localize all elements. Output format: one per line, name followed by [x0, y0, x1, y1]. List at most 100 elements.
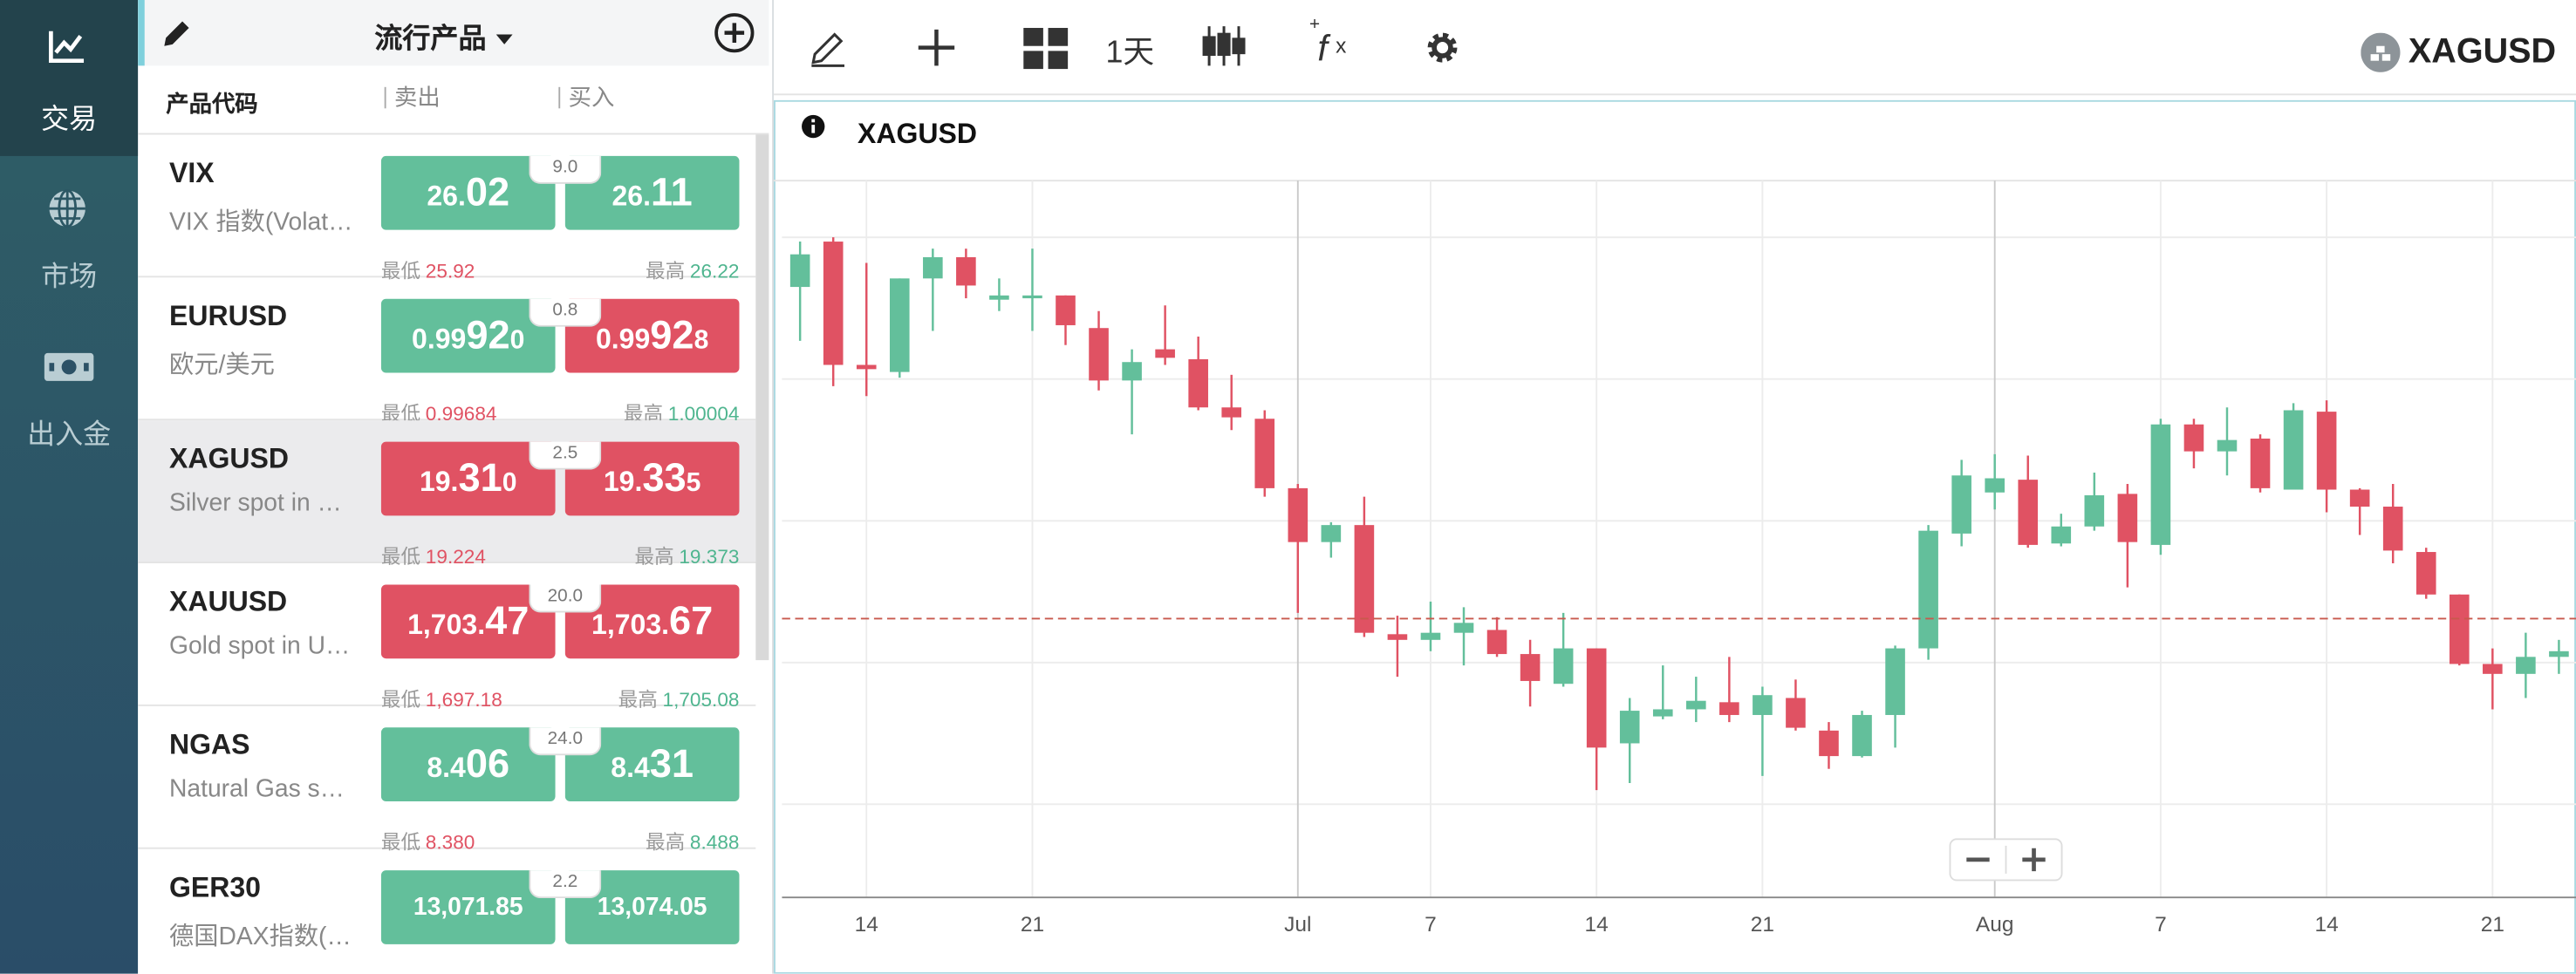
watchlist-title[interactable]: 流行产品: [374, 15, 514, 56]
candle-body: [1321, 525, 1342, 542]
plot: 14 21 Jul 7 14 21 Aug 7 14 21: [782, 180, 2576, 937]
low: 最低 1,697.18: [381, 685, 502, 712]
watchlist-row[interactable]: GER30 德国DAX指数(… 13,071.85 13,074.05 2.2 最低13,…: [138, 849, 755, 974]
watchlist-row[interactable]: VIX VIX 指数(Volat… 26.02 26.11 9.0 最低 25.92 最高 26…: [138, 134, 756, 283]
high: 最高 1,705.08: [618, 685, 740, 712]
x-tick-label: 14: [2315, 913, 2339, 937]
low-value: 1,697.18: [425, 688, 502, 712]
sell-button[interactable]: 26.02: [380, 155, 556, 230]
zoom-in[interactable]: [2022, 848, 2046, 872]
candle-body: [2217, 439, 2238, 452]
spread: 2.2: [529, 870, 602, 899]
candle-body: [2549, 650, 2569, 657]
layout-tool[interactable]: [1022, 26, 1070, 72]
price-part: 85: [495, 893, 523, 922]
candle-body: [2250, 438, 2271, 488]
sell-button[interactable]: 13,071.85: [380, 870, 556, 944]
price-part: 67: [669, 599, 714, 644]
candle-body: [1520, 654, 1541, 681]
nav-item[interactable]: 交易: [0, 0, 139, 156]
x-tick-label: 7: [2155, 913, 2167, 937]
side-nav: 交易 市场 出入金: [0, 0, 139, 974]
edit-icon[interactable]: [158, 15, 197, 54]
nav-item[interactable]: 市场: [0, 158, 138, 314]
watchlist-row[interactable]: XAGUSD Silver spot in … 19.310 19.335 2.5 最低 1…: [138, 420, 756, 569]
spread: 0.8: [529, 298, 602, 327]
interval[interactable]: 1天: [1105, 36, 1155, 71]
add-icon[interactable]: [713, 11, 755, 54]
high: 最高 8.488: [646, 828, 739, 855]
column-header: 产品代码 卖出 买入: [138, 67, 769, 135]
description: Natural Gas s…: [168, 774, 345, 803]
settings-tool[interactable]: [1423, 28, 1462, 67]
candle-body: [923, 256, 943, 279]
sell-button[interactable]: 19.310: [380, 441, 556, 516]
candle-body: [1553, 648, 1574, 685]
watchlist-row[interactable]: XAUUSD Gold spot in U… 1,703.47 1,703.67 20.…: [138, 563, 756, 711]
sell-button[interactable]: 0.99920: [380, 298, 556, 373]
sell-button[interactable]: 1,703.47: [380, 584, 556, 659]
x-tick-label: 21: [1751, 913, 1774, 937]
price-part: 8.4: [427, 752, 466, 784]
toolbar-symbol[interactable]: XAGUSD: [2408, 32, 2557, 71]
description: 欧元/美元: [168, 351, 275, 380]
candle-body: [2183, 424, 2204, 452]
price-part: 5: [686, 469, 701, 498]
candle-body: [1819, 730, 1839, 757]
x-tick-label: 21: [1021, 913, 1044, 937]
price-part: 26.: [612, 180, 652, 212]
candle-body: [1786, 698, 1806, 728]
candle-body: [1719, 702, 1739, 715]
nav-item[interactable]: 出入金: [0, 316, 138, 472]
x-tick-label: 7: [1425, 913, 1437, 937]
watchlist-row[interactable]: EURUSD 欧元/美元 0.99920 0.99928 0.8 最低 0.99684 最高 1…: [138, 277, 756, 426]
price-part: 02: [465, 170, 510, 215]
symbol: VIX: [168, 157, 215, 189]
price-part: 31: [458, 456, 502, 501]
candle-body: [1753, 695, 1773, 715]
watchlist: 流行产品 产品代码 卖出 买入 VIX VIX 指数(Volat… 26.02 26.…: [138, 0, 775, 974]
candle-body: [1885, 648, 1905, 715]
spread: 2.5: [529, 441, 602, 470]
sell-button[interactable]: 8.406: [380, 727, 556, 802]
watchlist-row[interactable]: NGAS Natural Gas s… 8.406 8.431 24.0 最低 8.380 最…: [138, 706, 756, 854]
scrollbar[interactable]: [755, 134, 769, 661]
symbol-logo: [2361, 32, 2401, 72]
candle-body: [789, 254, 810, 288]
high-value: 26.22: [689, 259, 740, 283]
symbol: EURUSD: [168, 300, 288, 332]
low-label: 最低: [380, 688, 421, 712]
price-part: 1,703.: [591, 609, 670, 641]
candle-body: [1586, 648, 1607, 748]
price-part: 0: [502, 469, 517, 498]
candle-body: [2117, 494, 2138, 542]
candle-body: [1619, 711, 1640, 744]
low: 最低13,038.85: [381, 971, 513, 974]
candle-body: [1022, 295, 1042, 299]
candle-body: [1221, 407, 1242, 418]
high: 最高 19.373: [634, 541, 739, 569]
candle-body: [1122, 362, 1142, 381]
high-value: 1,705.08: [662, 688, 740, 712]
column-label[interactable]: 产品代码: [166, 90, 258, 117]
candle-body: [2415, 552, 2436, 595]
column-label[interactable]: 卖出: [384, 85, 441, 108]
crosshair-tool[interactable]: [915, 26, 958, 69]
candle-body: [1155, 349, 1175, 358]
candle-body: [2018, 480, 2039, 545]
candle-body: [989, 295, 1009, 300]
candle-body: [956, 256, 976, 286]
price-part: 31: [649, 742, 694, 787]
high: 最高 26.22: [646, 256, 739, 284]
chart-type-tool[interactable]: [1199, 23, 1248, 69]
candle-body: [1056, 295, 1076, 325]
chart-toolbar: 1天 + f x XAGUSD: [774, 0, 2576, 96]
description: 德国DAX指数(…: [168, 923, 352, 951]
x-tick-label: Aug: [1976, 913, 2014, 937]
draw-tool[interactable]: [807, 26, 850, 69]
column-label[interactable]: 买入: [558, 85, 614, 108]
indicator-tool[interactable]: +f x: [1306, 17, 1358, 72]
candle-body: [1188, 358, 1208, 408]
buy-button[interactable]: 1,703.67: [564, 584, 740, 659]
title-text: 流行产品: [374, 23, 487, 55]
